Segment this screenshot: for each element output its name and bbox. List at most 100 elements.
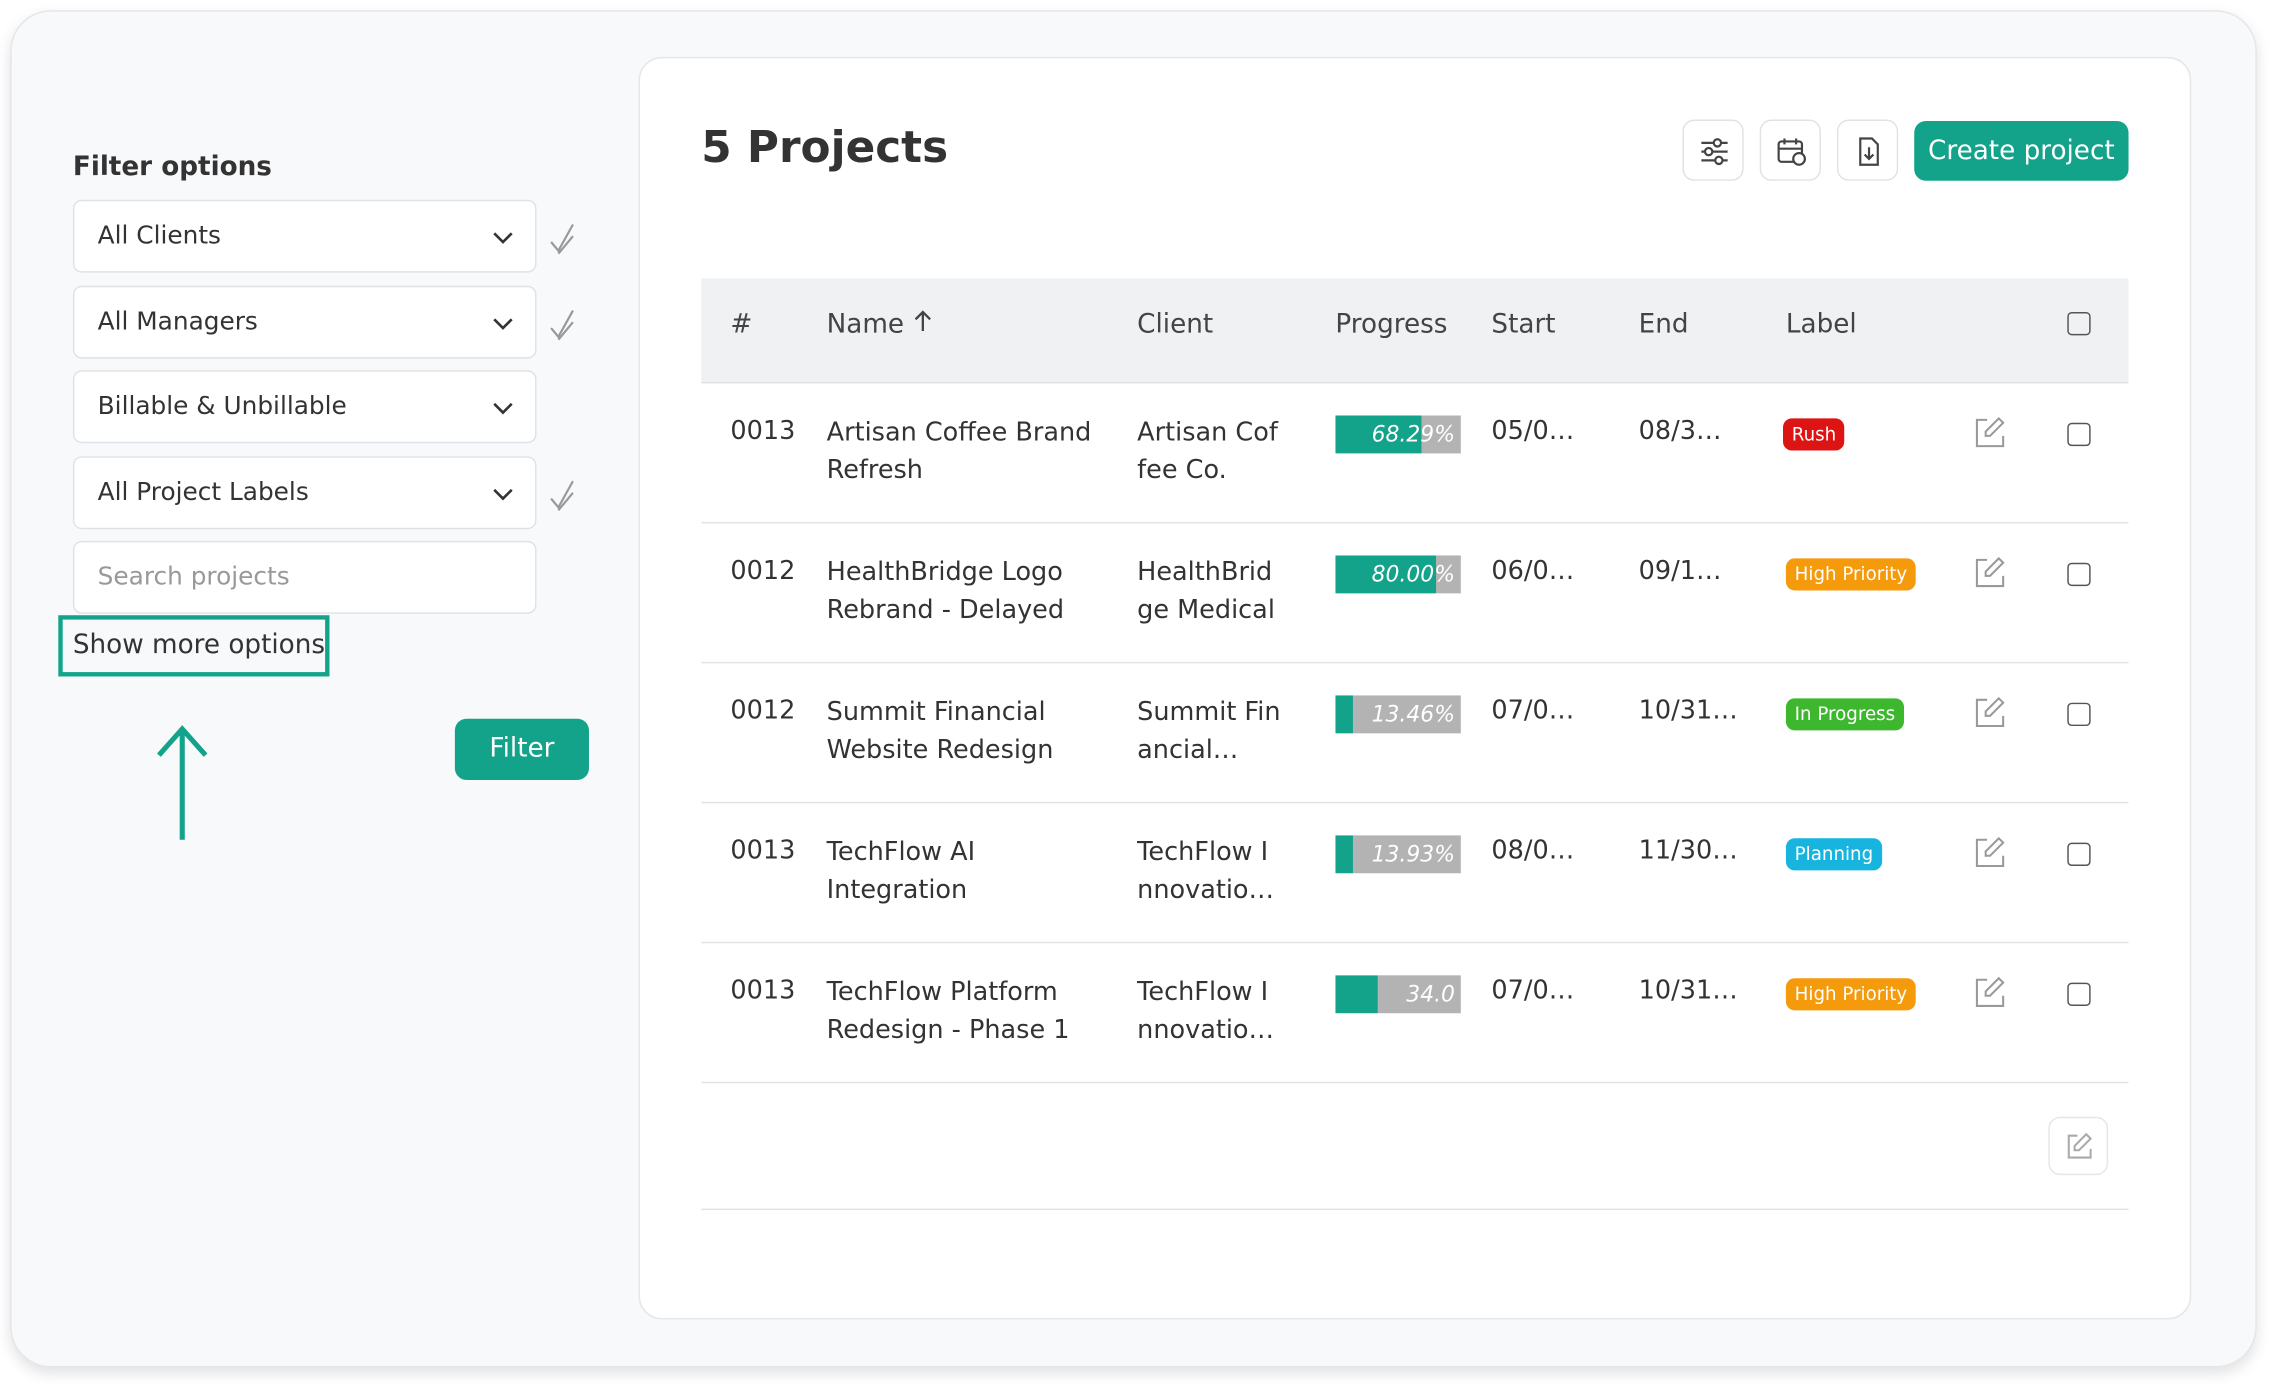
calendar-icon bbox=[1777, 138, 1806, 166]
client-name: HealthBridge Medical bbox=[1137, 558, 1275, 626]
progress-fill bbox=[1335, 835, 1353, 874]
row-checkbox[interactable] bbox=[2067, 982, 2091, 1006]
edit-button[interactable] bbox=[1973, 555, 2008, 590]
end-date: 10/31… bbox=[1638, 976, 1738, 1006]
edit-button[interactable] bbox=[1973, 975, 2008, 1010]
column-header: Start bbox=[1491, 309, 1556, 340]
edit-icon bbox=[1975, 836, 2005, 868]
progress-bar: 68.29% bbox=[1335, 415, 1461, 454]
start-date: 05/0… bbox=[1491, 416, 1575, 447]
show-more-link[interactable]: Show more options bbox=[58, 615, 330, 677]
end-date: 09/1… bbox=[1638, 556, 1722, 587]
label-tag: Planning bbox=[1785, 838, 1882, 871]
select-text: Billable & Unbillable bbox=[97, 392, 347, 422]
manager-select[interactable]: All Managers bbox=[72, 285, 537, 359]
search-input[interactable]: Search projects bbox=[72, 540, 537, 614]
row-checkbox[interactable] bbox=[2067, 842, 2091, 866]
start-date: 07/0… bbox=[1491, 976, 1575, 1006]
table-row bbox=[701, 663, 2129, 804]
progress-bar: 13.93% bbox=[1335, 835, 1461, 874]
project-name: TechFlow Platform Redesign - Phase 1 bbox=[826, 978, 1070, 1046]
label-tag: High Priority bbox=[1785, 978, 1916, 1011]
edit-icon bbox=[1975, 696, 2005, 728]
table-header bbox=[701, 278, 2129, 384]
divider bbox=[701, 1208, 2129, 1211]
progress-text: 68.29% bbox=[1371, 421, 1455, 448]
chevron bbox=[493, 402, 513, 415]
progress-fill bbox=[1335, 975, 1379, 1014]
table-row bbox=[701, 523, 2129, 664]
project-id: 0013 bbox=[730, 976, 796, 1006]
column-header[interactable]: Name bbox=[827, 309, 933, 340]
table-row bbox=[701, 943, 2129, 1084]
check-icon bbox=[550, 480, 574, 511]
select-text: All Clients bbox=[97, 221, 221, 251]
sliders-icon bbox=[1701, 138, 1728, 166]
column-header: Progress bbox=[1335, 309, 1448, 340]
download-icon bbox=[1859, 137, 1879, 166]
calendar-button[interactable] bbox=[1759, 119, 1821, 181]
select-text: All Managers bbox=[97, 307, 258, 337]
chevron bbox=[493, 232, 513, 244]
projects-panel bbox=[638, 56, 2192, 1320]
table-row bbox=[701, 383, 2129, 524]
column-header-text: Name bbox=[826, 309, 905, 340]
edit-button[interactable] bbox=[1973, 835, 2008, 870]
settings-button[interactable] bbox=[1682, 119, 1744, 181]
edit-icon bbox=[1975, 976, 2005, 1007]
progress-text: 13.93% bbox=[1371, 841, 1455, 868]
edit-icon bbox=[1975, 416, 2005, 448]
column-header: # bbox=[730, 309, 753, 340]
progress-text: 13.46% bbox=[1371, 701, 1455, 728]
progress-text: 80.00% bbox=[1371, 561, 1455, 588]
row-checkbox[interactable] bbox=[2067, 422, 2091, 447]
edit-icon bbox=[1975, 556, 2005, 588]
column-header: End bbox=[1638, 309, 1689, 340]
export-button[interactable] bbox=[1836, 119, 1899, 181]
sort-icon bbox=[914, 310, 931, 331]
filter-button[interactable]: Filter bbox=[454, 718, 589, 780]
row-checkbox[interactable] bbox=[2067, 702, 2091, 727]
progress-fill bbox=[1335, 555, 1436, 594]
select-all-checkbox[interactable] bbox=[2067, 311, 2091, 336]
label-select[interactable]: All Project Labels bbox=[72, 456, 537, 530]
progress-fill bbox=[1335, 415, 1422, 454]
row-checkbox[interactable] bbox=[2067, 562, 2091, 587]
column-header: Client bbox=[1137, 309, 1214, 340]
label-tag: In Progress bbox=[1785, 698, 1904, 731]
column-header: Label bbox=[1785, 309, 1857, 340]
select-text: All Project Labels bbox=[97, 478, 309, 508]
filter-title: Filter options bbox=[72, 151, 272, 183]
billable-select[interactable]: Billable & Unbillable bbox=[72, 370, 537, 444]
client-name: TechFlow Innovatio… bbox=[1137, 978, 1275, 1046]
start-date: 07/0… bbox=[1491, 696, 1575, 727]
project-id: 0012 bbox=[730, 696, 796, 727]
start-date: 06/0… bbox=[1491, 556, 1575, 587]
client-select[interactable]: All Clients bbox=[72, 199, 537, 273]
bulk-edit-button[interactable] bbox=[2048, 1116, 2109, 1176]
end-date: 11/30… bbox=[1638, 836, 1738, 866]
project-name: TechFlow AI Integration bbox=[826, 838, 976, 906]
edit-button[interactable] bbox=[1973, 416, 2008, 451]
project-name: HealthBridge Logo Rebrand - Delayed bbox=[826, 558, 1065, 626]
check-icon bbox=[550, 310, 574, 341]
create-project-button[interactable]: Create project bbox=[1914, 121, 2129, 181]
progress-bar: 34.0 bbox=[1335, 975, 1461, 1014]
placeholder: Search projects bbox=[97, 562, 290, 592]
progress-text: 34.0 bbox=[1406, 981, 1455, 1008]
label-tag: Rush bbox=[1783, 418, 1845, 451]
progress-bar: 80.00% bbox=[1335, 555, 1461, 594]
project-name: Summit Financial Website Redesign bbox=[826, 698, 1054, 766]
client-name: TechFlow Innovatio… bbox=[1137, 838, 1275, 906]
end-date: 08/3… bbox=[1638, 416, 1722, 447]
project-id: 0013 bbox=[730, 836, 796, 866]
edit-icon bbox=[2067, 1132, 2093, 1159]
end-date: 10/31… bbox=[1638, 696, 1738, 727]
edit-button[interactable] bbox=[1973, 695, 2008, 730]
project-id: 0013 bbox=[730, 416, 796, 447]
chevron bbox=[493, 488, 513, 501]
project-id: 0012 bbox=[730, 556, 796, 587]
project-name: Artisan Coffee Brand Refresh bbox=[826, 418, 1092, 486]
